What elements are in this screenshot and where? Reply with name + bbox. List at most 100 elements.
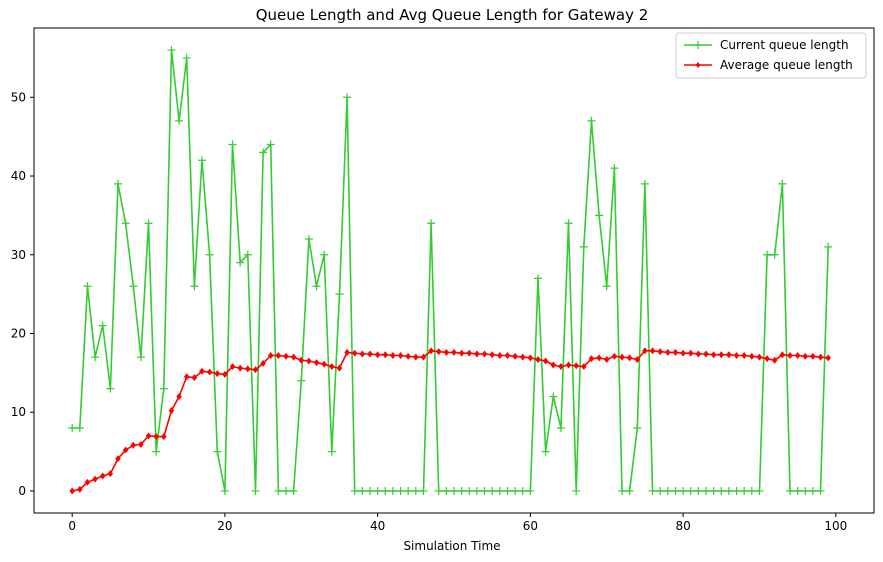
current-queue-length-point xyxy=(129,282,138,291)
current-queue-length-point xyxy=(763,250,772,259)
average-queue-length-point xyxy=(527,354,534,362)
current-queue-length-point xyxy=(518,486,527,495)
average-queue-length-point xyxy=(161,433,167,441)
series-layer xyxy=(68,46,833,495)
y-tick-label: 10 xyxy=(11,405,26,419)
current-queue-length-point xyxy=(724,486,733,495)
current-queue-length-point xyxy=(228,140,237,149)
average-queue-length-point xyxy=(420,353,427,361)
current-queue-length-point xyxy=(778,179,787,188)
average-queue-length-point xyxy=(787,352,793,360)
plot-area: 0 20 40 60 80 100 0 10 20 30 40 50 xyxy=(11,90,848,533)
average-queue-length-point xyxy=(733,352,740,360)
average-queue-length-point xyxy=(283,352,289,360)
current-queue-length-point xyxy=(801,486,810,495)
average-queue-length-point xyxy=(802,352,809,360)
average-queue-length-point xyxy=(428,347,434,355)
average-queue-length-point xyxy=(581,363,587,371)
average-queue-length-point xyxy=(504,352,511,360)
average-queue-length-point xyxy=(573,362,579,370)
average-queue-length-point xyxy=(512,352,518,360)
current-queue-length-point xyxy=(282,486,290,495)
x-tick-label: 100 xyxy=(824,519,847,533)
x-axis-label: Simulation Time xyxy=(403,539,500,553)
current-queue-length-point xyxy=(427,219,436,228)
current-queue-length-point xyxy=(106,384,115,393)
current-queue-length-point xyxy=(786,486,794,495)
average-queue-length-point xyxy=(267,352,274,360)
average-queue-length-point xyxy=(710,351,717,359)
current-queue-length-point xyxy=(793,486,802,495)
current-queue-length-point xyxy=(671,486,680,495)
current-queue-length-point xyxy=(618,486,626,495)
current-queue-length-point xyxy=(702,486,710,495)
current-queue-length-point xyxy=(114,179,122,188)
current-queue-length-point xyxy=(747,486,756,495)
average-queue-length-point xyxy=(153,433,159,441)
current-queue-length-point xyxy=(68,423,77,432)
current-queue-length-point xyxy=(450,486,458,495)
current-queue-length-point xyxy=(595,211,604,220)
current-queue-length-point xyxy=(602,282,611,291)
average-queue-length-point xyxy=(817,353,824,361)
current-queue-length-point xyxy=(167,46,176,55)
x-tick-label: 60 xyxy=(523,519,538,533)
legend-label-average-queue-length: Average queue length xyxy=(720,58,853,72)
current-queue-length-point xyxy=(289,486,298,495)
average-queue-length-point xyxy=(619,353,625,361)
x-tick-label: 80 xyxy=(675,519,690,533)
average-queue-length-point xyxy=(382,351,389,359)
average-queue-length-point xyxy=(481,350,488,358)
average-queue-length-point xyxy=(443,348,450,356)
average-queue-length-point xyxy=(222,370,228,378)
average-queue-length-point xyxy=(252,366,259,374)
current-queue-length-point xyxy=(732,486,741,495)
average-queue-length-point xyxy=(260,359,266,367)
average-queue-length-point xyxy=(771,356,778,364)
average-queue-length-point xyxy=(245,365,251,373)
current-queue-length-point xyxy=(343,93,352,102)
current-queue-length-point xyxy=(579,242,588,251)
current-queue-length-point xyxy=(633,423,642,432)
average-queue-length-point xyxy=(229,363,236,371)
current-queue-length-point xyxy=(816,486,825,495)
average-queue-length-point xyxy=(290,353,297,361)
average-queue-length-point xyxy=(183,373,190,381)
current-queue-length-point xyxy=(182,53,191,62)
current-queue-length-point xyxy=(121,219,130,228)
average-queue-length-point xyxy=(199,367,205,375)
current-queue-length-point xyxy=(75,423,84,432)
average-queue-length-point xyxy=(519,353,526,361)
current-queue-length-point xyxy=(144,219,153,228)
average-queue-length-point xyxy=(405,352,411,360)
average-queue-length-point xyxy=(741,352,747,360)
average-queue-length-point xyxy=(672,348,679,356)
average-queue-length-point xyxy=(306,357,312,365)
average-queue-length-point xyxy=(680,349,686,357)
current-queue-length-point xyxy=(335,290,344,299)
average-queue-length-point xyxy=(756,353,763,361)
current-queue-length-point xyxy=(549,392,558,401)
current-queue-length-point xyxy=(488,486,497,495)
average-queue-length-point xyxy=(397,352,404,360)
current-queue-length-point xyxy=(190,282,199,291)
current-queue-length-point xyxy=(503,486,512,495)
current-queue-length-point xyxy=(808,486,817,495)
current-queue-length-point xyxy=(83,282,92,291)
average-queue-length-point xyxy=(168,407,175,415)
average-queue-length-point xyxy=(565,361,572,369)
average-queue-length-point xyxy=(794,352,801,360)
current-queue-length-point xyxy=(572,486,581,495)
average-queue-length-point xyxy=(115,455,121,463)
average-queue-length-point xyxy=(558,363,564,371)
x-tick-label: 40 xyxy=(370,519,385,533)
y-tick-label: 50 xyxy=(11,90,26,104)
current-queue-length-point xyxy=(220,486,229,495)
current-queue-length-point xyxy=(411,486,420,495)
average-queue-length-point xyxy=(657,348,663,356)
current-queue-length-point xyxy=(480,486,489,495)
current-queue-length-point xyxy=(770,250,779,259)
current-queue-length-point xyxy=(656,486,665,495)
average-queue-length-point xyxy=(779,351,786,359)
current-queue-length-point xyxy=(396,486,405,495)
